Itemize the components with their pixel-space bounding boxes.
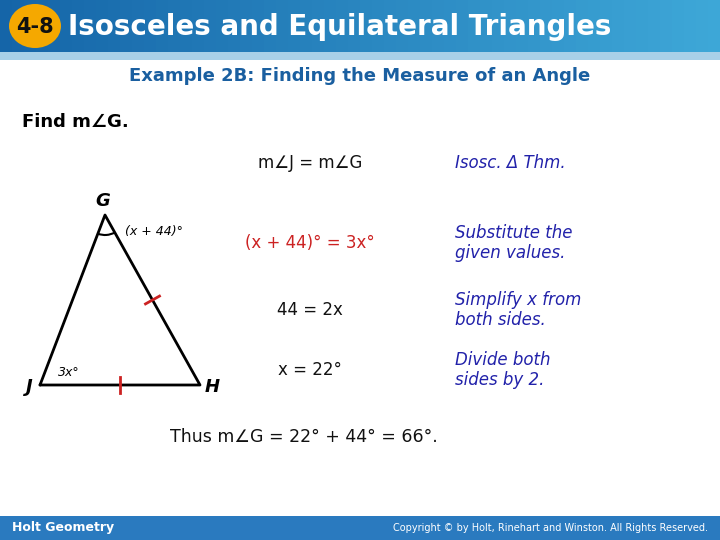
Ellipse shape xyxy=(9,4,61,48)
Text: Isosc. Δ Thm.: Isosc. Δ Thm. xyxy=(455,154,566,172)
Text: 44 = 2x: 44 = 2x xyxy=(277,301,343,319)
Bar xyxy=(0,0,13,52)
Bar xyxy=(504,0,517,52)
Text: J: J xyxy=(26,378,32,396)
Text: given values.: given values. xyxy=(455,244,565,262)
Bar xyxy=(468,0,481,52)
Text: H: H xyxy=(204,378,220,396)
Bar xyxy=(300,0,313,52)
Text: Example 2B: Finding the Measure of an Angle: Example 2B: Finding the Measure of an An… xyxy=(130,67,590,85)
Bar xyxy=(480,0,493,52)
Bar xyxy=(348,0,361,52)
Bar xyxy=(648,0,661,52)
Text: Copyright © by Holt, Rinehart and Winston. All Rights Reserved.: Copyright © by Holt, Rinehart and Winsto… xyxy=(393,523,708,533)
Text: 3x°: 3x° xyxy=(58,367,80,380)
Bar xyxy=(276,0,289,52)
Bar xyxy=(36,0,49,52)
Bar xyxy=(120,0,133,52)
Bar xyxy=(168,0,181,52)
Bar xyxy=(372,0,385,52)
Bar xyxy=(420,0,433,52)
Bar xyxy=(660,0,673,52)
Bar xyxy=(84,0,97,52)
Bar xyxy=(72,0,85,52)
Bar xyxy=(360,0,373,52)
Bar xyxy=(684,0,697,52)
Bar xyxy=(672,0,685,52)
Text: 4-8: 4-8 xyxy=(16,17,54,37)
Text: Substitute the: Substitute the xyxy=(455,224,572,242)
Bar xyxy=(600,0,613,52)
Bar xyxy=(96,0,109,52)
Bar xyxy=(636,0,649,52)
Text: Thus m∠G = 22° + 44° = 66°.: Thus m∠G = 22° + 44° = 66°. xyxy=(170,428,438,446)
Bar xyxy=(228,0,241,52)
Bar xyxy=(60,0,73,52)
Bar xyxy=(708,0,720,52)
Text: sides by 2.: sides by 2. xyxy=(455,371,544,389)
Bar xyxy=(564,0,577,52)
Text: Simplify x from: Simplify x from xyxy=(455,291,581,309)
Bar xyxy=(396,0,409,52)
Bar xyxy=(264,0,277,52)
Bar xyxy=(204,0,217,52)
Bar xyxy=(624,0,637,52)
Text: both sides.: both sides. xyxy=(455,311,546,329)
Bar xyxy=(384,0,397,52)
Bar xyxy=(444,0,457,52)
Bar xyxy=(0,516,720,540)
Bar xyxy=(540,0,553,52)
Text: G: G xyxy=(96,192,110,210)
Bar xyxy=(492,0,505,52)
Bar xyxy=(108,0,121,52)
Bar xyxy=(240,0,253,52)
Bar xyxy=(576,0,589,52)
Text: (x + 44)° = 3x°: (x + 44)° = 3x° xyxy=(245,234,375,252)
Text: x = 22°: x = 22° xyxy=(278,361,342,379)
Bar xyxy=(288,0,301,52)
Text: Find m∠G.: Find m∠G. xyxy=(22,113,129,131)
Bar xyxy=(0,52,720,60)
Text: Holt Geometry: Holt Geometry xyxy=(12,522,114,535)
Bar xyxy=(180,0,193,52)
Bar xyxy=(252,0,265,52)
Bar xyxy=(696,0,709,52)
Bar xyxy=(156,0,169,52)
Bar xyxy=(216,0,229,52)
Bar xyxy=(324,0,337,52)
Text: (x + 44)°: (x + 44)° xyxy=(125,225,183,238)
Bar xyxy=(432,0,445,52)
Text: Divide both: Divide both xyxy=(455,351,551,369)
Bar xyxy=(144,0,157,52)
Bar xyxy=(336,0,349,52)
Text: Isosceles and Equilateral Triangles: Isosceles and Equilateral Triangles xyxy=(68,13,611,41)
Bar xyxy=(48,0,61,52)
Text: m∠J = m∠G: m∠J = m∠G xyxy=(258,154,362,172)
Bar xyxy=(24,0,37,52)
Bar xyxy=(132,0,145,52)
Bar xyxy=(12,0,25,52)
Bar xyxy=(612,0,625,52)
Bar xyxy=(528,0,541,52)
Bar xyxy=(456,0,469,52)
Bar xyxy=(516,0,529,52)
Bar xyxy=(192,0,205,52)
Bar xyxy=(408,0,421,52)
Bar xyxy=(588,0,601,52)
Bar xyxy=(312,0,325,52)
Bar xyxy=(552,0,565,52)
